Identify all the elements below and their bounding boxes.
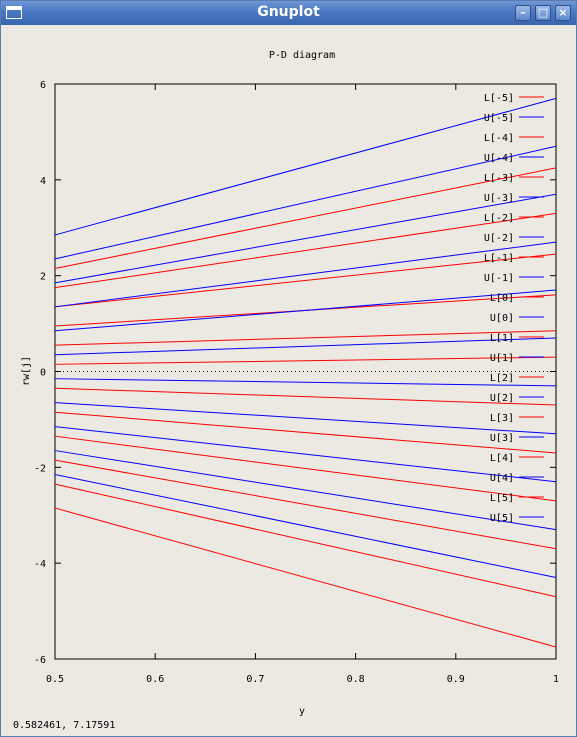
plot-border	[54, 83, 557, 660]
minimize-button[interactable]: –	[515, 5, 531, 21]
series-line	[54, 426, 557, 483]
series-line	[54, 435, 557, 502]
series-line	[54, 241, 557, 308]
legend-label: U[-2]	[484, 233, 514, 244]
series-line	[54, 145, 557, 260]
series-line	[54, 474, 557, 579]
legend-label: L[2]	[490, 373, 514, 384]
legend-label: U[1]	[490, 353, 514, 364]
series-line	[54, 193, 557, 284]
series-line	[54, 167, 557, 269]
x-axis-label: y	[299, 706, 305, 717]
legend-label: L[4]	[490, 453, 514, 464]
legend-label: L[-2]	[484, 213, 514, 224]
status-coordinates: 0.582461, 7.17591	[13, 720, 116, 731]
series-line	[54, 253, 557, 308]
series-line	[54, 356, 557, 365]
y-tick-label: -4	[34, 559, 46, 570]
legend-label: U[-5]	[484, 113, 514, 124]
series-line	[54, 507, 557, 648]
legend-label: L[5]	[490, 493, 514, 504]
series-line	[54, 459, 557, 550]
plot-canvas[interactable]: P-D diagram 0.5 0.6 0.7 0.8 0.9 1 -6 -4 -2 0 2 4 6 L…	[1, 25, 577, 718]
series-line	[54, 411, 557, 454]
x-tick-label: 0.6	[146, 674, 164, 685]
legend-label: L[1]	[490, 333, 514, 344]
series-line	[54, 483, 557, 598]
legend-label: U[2]	[490, 393, 514, 404]
y-tick-label: 4	[40, 176, 46, 187]
series-line	[54, 97, 557, 236]
series-line	[54, 330, 557, 346]
legend: L[-5] U[-5] L[-4] U[-4] L[-3] U[-3] L[-2] U[-2]…	[484, 93, 544, 524]
legend-label: U[5]	[490, 513, 514, 524]
legend-label: U[0]	[490, 313, 514, 324]
legend-label: L[0]	[490, 293, 514, 304]
series-line	[54, 378, 557, 387]
legend-label: L[-3]	[484, 173, 514, 184]
chart-title: P-D diagram	[269, 50, 335, 61]
x-tick-label: 0.8	[347, 674, 365, 685]
legend-label: U[3]	[490, 433, 514, 444]
legend-label: L[-1]	[484, 253, 514, 264]
x-tick-label: 0.7	[246, 674, 264, 685]
maximize-button[interactable]: □	[535, 5, 551, 21]
series-line	[54, 289, 557, 332]
window-title: Gnuplot	[257, 4, 320, 20]
legend-label: U[-1]	[484, 273, 514, 284]
legend-label: U[-3]	[484, 193, 514, 204]
series-line	[54, 402, 557, 435]
y-tick-label: -6	[34, 655, 46, 666]
y-tick-label: 0	[40, 368, 46, 379]
close-icon: ×	[558, 6, 568, 19]
window-icon[interactable]	[6, 6, 22, 19]
series-line	[54, 212, 557, 289]
y-axis-label: rw[j]	[21, 356, 32, 386]
legend-label: U[-4]	[484, 153, 514, 164]
minimize-icon: –	[520, 6, 526, 19]
legend-label: L[-4]	[484, 133, 514, 144]
y-tick-label: 6	[40, 80, 46, 91]
legend-label: L[3]	[490, 413, 514, 424]
plot-axes: 0.5 0.6 0.7 0.8 0.9 1 -6 -4 -2 0 2 4 6	[34, 80, 559, 685]
y-tick-label: 2	[40, 272, 46, 283]
legend-label: U[4]	[490, 473, 514, 484]
x-tick-label: 0.5	[46, 674, 64, 685]
maximize-icon: □	[537, 6, 549, 19]
y-tick-label: -2	[34, 463, 46, 474]
series-line	[54, 387, 557, 406]
x-tick-label: 1	[553, 674, 559, 685]
legend-label: L[-5]	[484, 93, 514, 104]
title-bar[interactable]: Gnuplot – □ ×	[1, 1, 576, 25]
series-line	[54, 337, 557, 356]
series-line	[54, 450, 557, 531]
x-tick-label: 0.9	[447, 674, 465, 685]
plot-lines	[54, 97, 557, 648]
close-button[interactable]: ×	[555, 5, 571, 21]
